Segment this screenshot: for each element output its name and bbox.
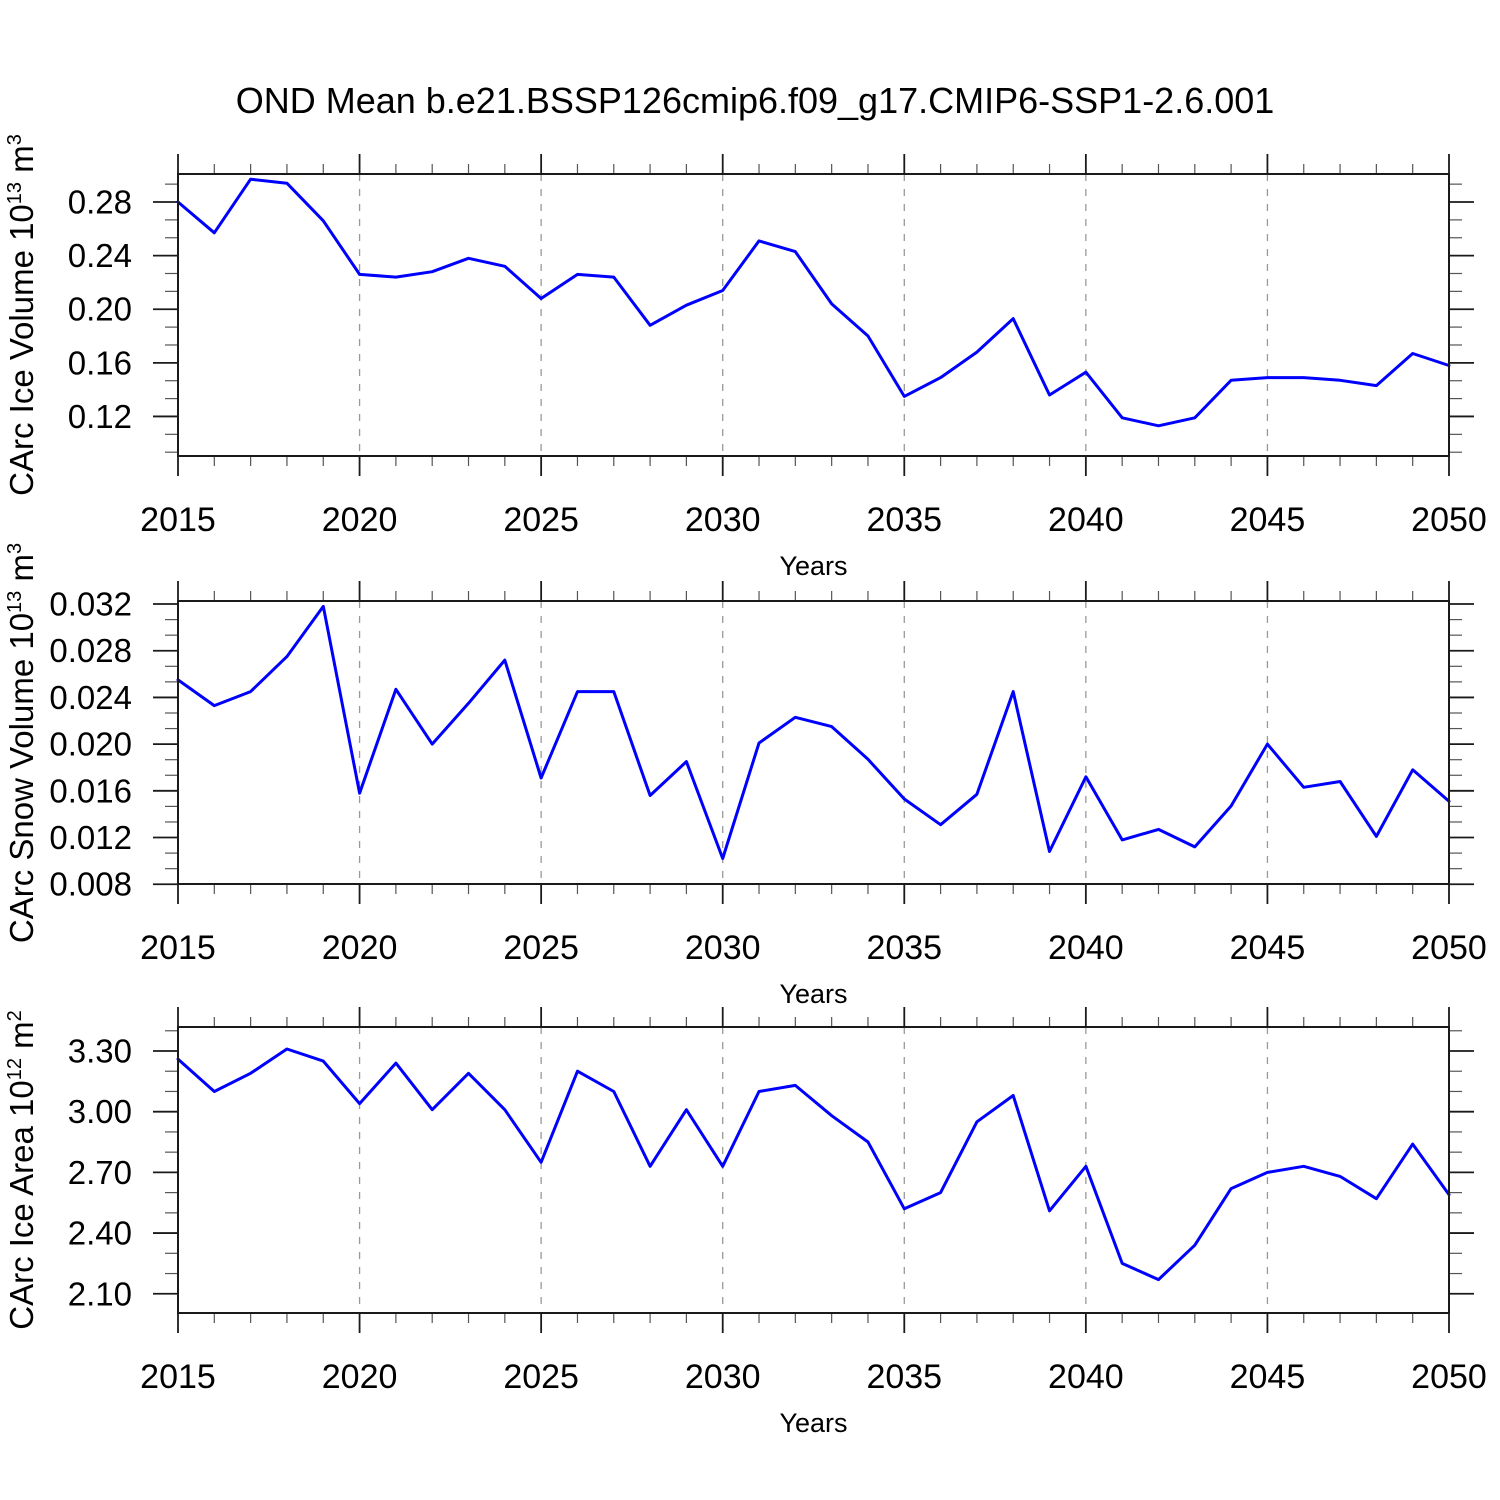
- minor-ticks: [165, 1017, 1462, 1323]
- x-tick-label: 2035: [866, 501, 942, 539]
- y-tick-label: 0.016: [49, 772, 132, 809]
- panel-ice-area: 2.10 2.40 2.70 3.00 3.30 2015 2020 2025 2030 2035…: [68, 1007, 1487, 1438]
- x-gridlines: [358, 1027, 1269, 1313]
- y-tick-label: 0.028: [49, 632, 132, 669]
- x-axis-title: Years: [779, 551, 847, 581]
- y-tick-label: 0.20: [68, 291, 132, 328]
- x-tick-label: 2050: [1411, 929, 1487, 967]
- x-tick-label: 2050: [1411, 501, 1487, 539]
- axis-frame: [177, 173, 1450, 457]
- x-tick-label: 2040: [1048, 1358, 1124, 1396]
- x-tick-label: 2035: [866, 929, 942, 967]
- minor-ticks: [165, 164, 1462, 466]
- x-tick-label: 2045: [1230, 1358, 1306, 1396]
- x-tick-label: 2040: [1048, 501, 1124, 539]
- y-tick-label: 0.032: [49, 586, 132, 623]
- major-ticks: [153, 581, 1474, 904]
- x-tick-label: 2050: [1411, 1358, 1487, 1396]
- y-tick-label: 2.40: [68, 1215, 132, 1252]
- y-tick-label: 3.00: [68, 1093, 132, 1130]
- x-tick-label: 2030: [685, 929, 761, 967]
- x-tick-label: 2020: [322, 501, 398, 539]
- x-tick-labels: 2015 2020 2025 2030 2035 2040 2045 2050: [140, 501, 1487, 539]
- y-tick-label: 2.70: [68, 1154, 132, 1191]
- y-axis-title-ice-volume: CArc Ice Volume 1013 m3: [3, 134, 40, 496]
- x-tick-label: 2015: [140, 501, 216, 539]
- y-tick-label: 0.012: [49, 819, 132, 856]
- x-tick-label: 2035: [866, 1358, 942, 1396]
- panel-ice-volume: 0.12 0.16 0.20 0.24 0.28 2015 2020 2025 2030 2035…: [68, 154, 1487, 581]
- y-tick-label: 0.024: [49, 679, 132, 716]
- x-tick-label: 2020: [322, 929, 398, 967]
- x-tick-labels: 2015 2020 2025 2030 2035 2040 2045 2050: [140, 929, 1487, 967]
- y-tick-label: 0.12: [68, 398, 132, 435]
- y-tick-label: 0.24: [68, 237, 132, 274]
- x-tick-label: 2045: [1230, 929, 1306, 967]
- x-axis-title: Years: [779, 979, 847, 1009]
- y-tick-label: 3.30: [68, 1032, 132, 1069]
- x-tick-label: 2025: [503, 501, 579, 539]
- y-tick-label: 0.28: [68, 184, 132, 221]
- x-tick-label: 2030: [685, 1358, 761, 1396]
- x-tick-label: 2030: [685, 501, 761, 539]
- x-gridlines: [358, 174, 1269, 456]
- x-tick-label: 2045: [1230, 501, 1306, 539]
- y-axis-title-ice-area: CArc Ice Area 1012 m2: [3, 1010, 40, 1330]
- major-ticks: [153, 1007, 1474, 1333]
- x-tick-label: 2020: [322, 1358, 398, 1396]
- y-tick-label: 0.16: [68, 344, 132, 381]
- x-tick-label: 2025: [503, 1358, 579, 1396]
- major-ticks: [153, 154, 1474, 476]
- y-axis-title-snow-volume: CArc Snow Volume 1013 m3: [3, 542, 40, 943]
- y-tick-labels: 2.10 2.40 2.70 3.00 3.30: [68, 1032, 132, 1312]
- minor-ticks: [165, 591, 1462, 894]
- x-tick-label: 2025: [503, 929, 579, 967]
- series-line-ice-area: [176, 1047, 1451, 1282]
- x-tick-label: 2015: [140, 1358, 216, 1396]
- x-axis-title: Years: [779, 1408, 847, 1438]
- axis-frame: [177, 600, 1450, 885]
- y-tick-label: 2.10: [68, 1275, 132, 1312]
- x-tick-label: 2015: [140, 929, 216, 967]
- series-line-snow-volume: [176, 604, 1451, 860]
- axis-frame: [177, 1026, 1450, 1314]
- y-tick-labels: 0.008 0.012 0.016 0.020 0.024 0.028 0.032: [49, 586, 132, 903]
- x-tick-labels: 2015 2020 2025 2030 2035 2040 2045 2050: [140, 1358, 1487, 1396]
- y-tick-label: 0.008: [49, 866, 132, 903]
- x-gridlines: [358, 601, 1269, 884]
- y-tick-label: 0.020: [49, 726, 132, 763]
- x-tick-label: 2040: [1048, 929, 1124, 967]
- y-tick-labels: 0.12 0.16 0.20 0.24 0.28: [68, 184, 132, 435]
- chart-title: OND Mean b.e21.BSSP126cmip6.f09_g17.CMIP…: [235, 80, 1275, 121]
- series-line-ice-volume: [176, 177, 1451, 428]
